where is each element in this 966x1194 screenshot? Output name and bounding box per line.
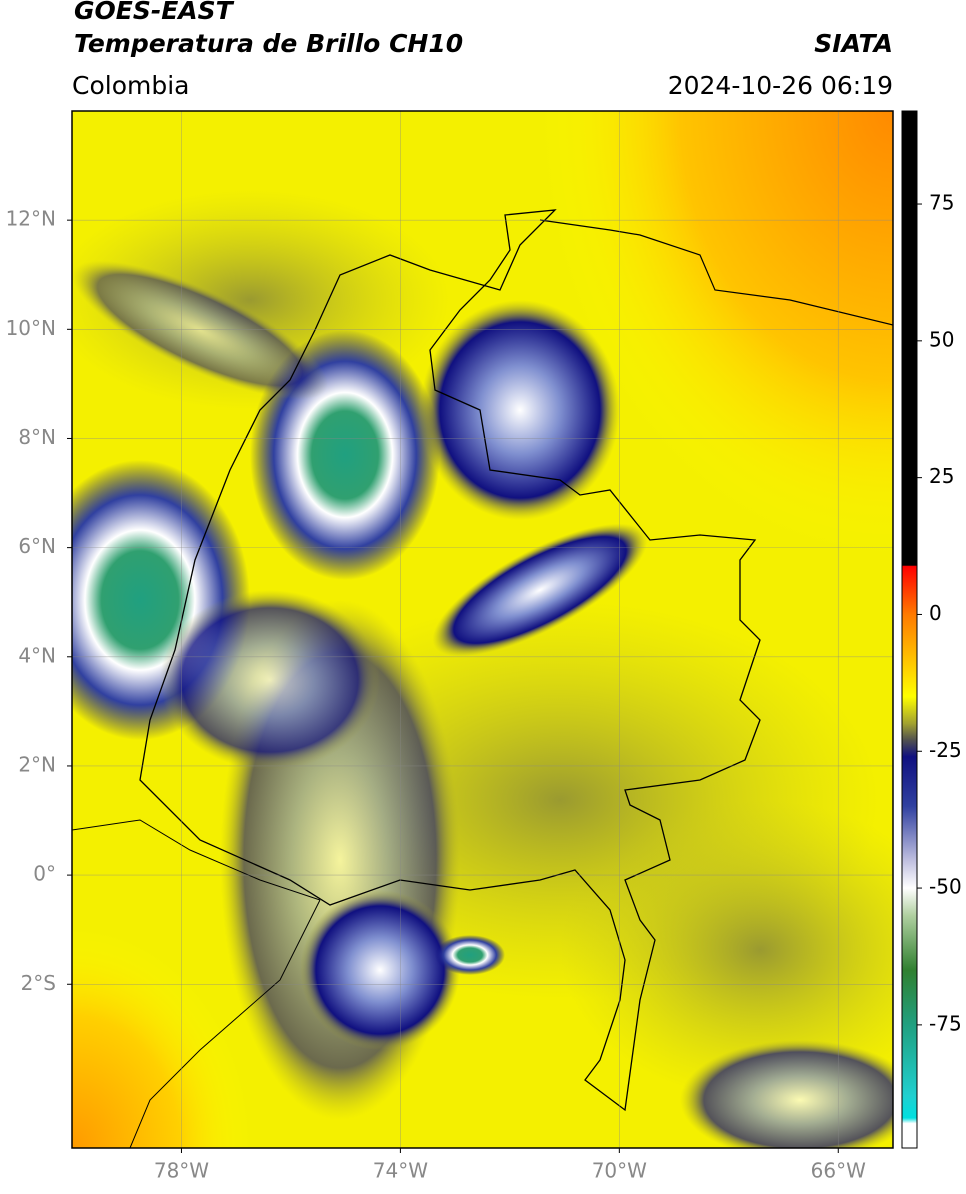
x-tick-label: 70°W xyxy=(592,1159,647,1183)
y-tick-label: 0° xyxy=(33,862,56,886)
y-tick-label: 2°S xyxy=(21,971,56,995)
map-frame xyxy=(71,110,894,1149)
y-tick-label: 10°N xyxy=(6,316,56,340)
colorbar-tick-label: 50 xyxy=(929,327,954,351)
y-tick-label: 8°N xyxy=(18,425,56,449)
grid xyxy=(72,111,893,1148)
title: Temperatura de Brillo CH10 xyxy=(74,29,463,58)
colorbar-tick-label: -25 xyxy=(929,738,962,762)
source: SIATA xyxy=(814,29,893,58)
satellite-image xyxy=(72,111,893,1148)
colorbar-tick-label: -75 xyxy=(929,1011,962,1035)
x-tick-label: 74°W xyxy=(373,1159,428,1183)
colorbar-tick-label: -50 xyxy=(929,875,962,899)
y-tick-label: 12°N xyxy=(6,207,56,231)
y-tick-label: 6°N xyxy=(18,534,56,558)
x-tick-label: 78°W xyxy=(154,1159,209,1183)
colorbar-tick-label: 75 xyxy=(929,191,954,215)
x-tick-label: 66°W xyxy=(811,1159,866,1183)
colorbar-tick-label: 0 xyxy=(929,601,942,625)
colorbar xyxy=(901,110,918,1149)
timestamp: 2024-10-26 06:19 xyxy=(668,71,893,100)
region: Colombia xyxy=(72,71,189,100)
y-tick-label: 2°N xyxy=(18,752,56,776)
colorbar-tick-label: 25 xyxy=(929,464,954,488)
title: GOES-EAST xyxy=(74,0,235,25)
header: GOES-EAST Temperatura de Brillo CH10 SIA… xyxy=(72,0,893,100)
y-tick-label: 4°N xyxy=(18,643,56,667)
